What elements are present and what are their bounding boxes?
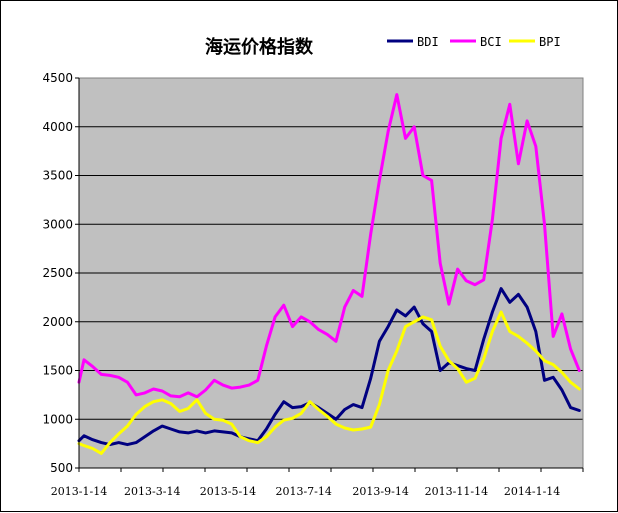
x-tick-label-2014-1-14: 2014-1-14 [504, 485, 560, 498]
series-lines [77, 93, 581, 455]
legend-label-bdi: BDI [417, 35, 439, 49]
y-tick-label-1500: 1500 [42, 364, 73, 378]
series-line-bci [77, 93, 581, 399]
y-tick-label-4500: 4500 [42, 71, 73, 85]
x-tick-label-2013-7-14: 2013-7-14 [275, 485, 331, 498]
axes [75, 77, 584, 472]
legend-label-bci: BCI [480, 35, 502, 49]
x-tick-label-2013-1-14: 2013-1-14 [51, 485, 107, 498]
y-tick-label-2500: 2500 [42, 266, 73, 280]
y-tick-label-500: 500 [50, 461, 73, 475]
x-tick-label-2013-11-14: 2013-11-14 [425, 485, 488, 498]
y-tick-label-3500: 3500 [42, 169, 73, 183]
x-tick-label-2013-3-14: 2013-3-14 [124, 485, 180, 498]
y-tick-label-2000: 2000 [42, 315, 73, 329]
y-tick-label-3000: 3000 [42, 217, 73, 231]
chart-title: 海运价格指数 [205, 36, 314, 58]
x-tick-label-2013-5-14: 2013-5-14 [200, 485, 256, 498]
y-tick-label-4000: 4000 [42, 120, 73, 134]
x-axis-tick-labels: 2013-1-14 2013-3-14 2013-5-14 2013-7-14 2013… [51, 485, 561, 498]
x-tick-label-2013-9-14: 2013-9-14 [352, 485, 408, 498]
legend-label-bpi: BPI [539, 35, 561, 49]
y-axis-tick-labels: 500 1000 1500 2000 2500 3000 3500 4000 4500 [42, 71, 73, 475]
series-line-bdi [77, 287, 581, 447]
legend: BDI BCI BPI [387, 35, 561, 49]
y-tick-label-1000: 1000 [42, 412, 73, 426]
series-line-bpi [77, 310, 581, 455]
